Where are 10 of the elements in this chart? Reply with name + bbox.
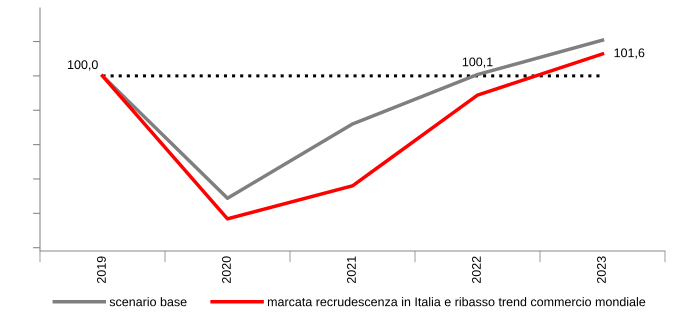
data-label: 100,0 [68,60,98,71]
data-label: 100,1 [462,57,493,68]
x-tick-label: 2022 [472,256,481,284]
x-tick-label: 2020 [222,256,231,284]
x-tick-label: 2023 [597,256,606,284]
data-label: 101,6 [614,48,644,59]
x-tick-label: 2019 [97,256,106,284]
legend-label: marcata recrudescenza in Italia e ribasso trend commercio mondiale [268,297,646,306]
x-tick-label: 2021 [347,256,356,284]
legend-label: scenario base [110,297,187,306]
